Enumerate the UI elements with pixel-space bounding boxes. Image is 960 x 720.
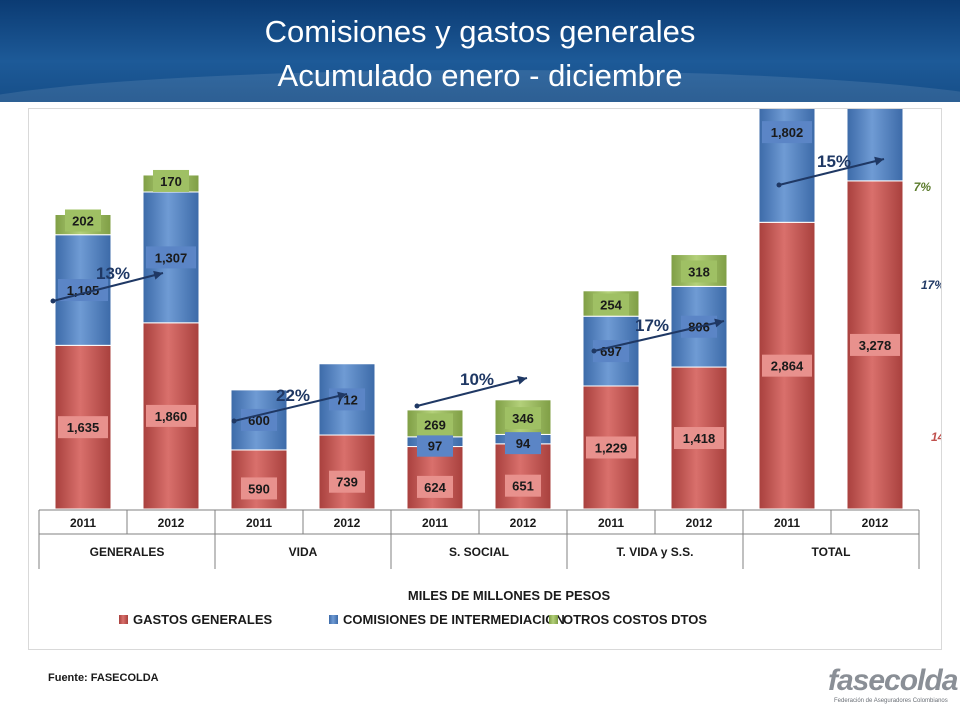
data-label-box: [505, 474, 541, 497]
data-label-box: [762, 354, 812, 377]
data-label-box: [505, 432, 541, 455]
data-label-box: [417, 434, 453, 457]
data-label-box: [681, 260, 717, 283]
data-label: 202: [72, 214, 94, 229]
data-label-box: [153, 169, 189, 192]
data-label-box: [146, 246, 196, 269]
group-tick-label: T. VIDA y S.S.: [617, 545, 694, 559]
legend-label: OTROS COSTOS DTOS: [563, 612, 707, 627]
year-tick-label: 2011: [246, 516, 272, 530]
data-label-box: [65, 209, 101, 232]
fasecolda-logo: fasecolda Federación de Aseguradores Col…: [828, 664, 958, 710]
data-label: 318: [688, 264, 710, 279]
year-tick-label: 2012: [686, 516, 713, 530]
growth-arrow: [52, 272, 164, 302]
growth-arrowhead: [337, 391, 347, 401]
data-label-box: [762, 121, 812, 144]
year-tick-label: 2011: [774, 516, 800, 530]
growth-arrow-start: [414, 403, 420, 409]
series-growth-gastos: 14%: [931, 430, 941, 444]
year-tick-label: 2011: [422, 516, 448, 530]
data-label: 1,418: [683, 431, 716, 446]
growth-label: 22%: [276, 386, 310, 405]
data-label: 1,105: [67, 283, 100, 298]
data-label: 2,864: [771, 359, 804, 374]
source-note: Fuente: FASECOLDA: [48, 672, 159, 684]
legend-swatch: [119, 615, 128, 624]
growth-arrow-start: [591, 348, 597, 354]
bar-comisiones: [846, 109, 904, 182]
data-label-box: [329, 470, 365, 493]
growth-arrow-start: [50, 298, 56, 304]
year-tick-label: 2012: [158, 516, 185, 530]
header-band: Comisiones y gastos generales Acumulado …: [0, 0, 960, 102]
growth-arrow: [233, 393, 348, 422]
series-growth-otros: 7%: [914, 180, 932, 194]
page-subtitle: Acumulado enero - diciembre: [277, 58, 683, 93]
growth-label: 13%: [96, 264, 130, 283]
data-label: 346: [512, 411, 534, 426]
data-label-box: [505, 407, 541, 430]
data-label: 254: [600, 297, 622, 312]
year-tick-label: 2012: [862, 516, 889, 530]
data-label: 1,802: [771, 125, 804, 140]
growth-arrow: [593, 320, 725, 352]
growth-arrowhead: [153, 270, 163, 280]
data-label-box: [241, 408, 277, 431]
growth-arrow: [416, 377, 528, 407]
data-label-box: [850, 333, 900, 356]
data-label-box: [58, 416, 108, 439]
year-tick-label: 2011: [70, 516, 96, 530]
data-label-box: [674, 427, 724, 450]
year-tick-label: 2012: [510, 516, 537, 530]
data-label: 590: [248, 481, 270, 496]
series-growth-comisiones: 17%: [921, 278, 941, 292]
data-label: 94: [516, 436, 531, 451]
year-tick-label: 2011: [598, 516, 624, 530]
data-label: 651: [512, 479, 534, 494]
data-label-box: [241, 477, 277, 500]
growth-arrowhead: [874, 156, 884, 166]
legend-label: COMISIONES DE INTERMEDIACION: [343, 612, 565, 627]
page-title: Comisiones y gastos generales: [264, 14, 696, 49]
data-label: 739: [336, 475, 358, 490]
logo-wordmark: fasecolda: [828, 664, 958, 697]
growth-label: 15%: [817, 152, 851, 171]
legend-swatch: [549, 615, 558, 624]
stacked-bar-chart: 1,6351,1052021,8601,30717059060073971262…: [38, 109, 941, 627]
group-tick-label: S. SOCIAL: [449, 545, 509, 559]
logo-subtitle: Federación de Aseguradores Colombianos: [834, 698, 948, 704]
group-tick-label: VIDA: [289, 545, 318, 559]
group-tick-label: GENERALES: [90, 545, 165, 559]
chart-panel: 1,635 1,105 202 1,860 1,307 170 590 600 739 712 62…: [28, 108, 942, 650]
data-label-box: [417, 475, 453, 498]
year-tick-label: 2012: [334, 516, 361, 530]
growth-arrowhead: [517, 375, 527, 385]
data-label: 624: [424, 480, 446, 495]
data-label: 1,635: [67, 420, 100, 435]
data-label: 97: [428, 439, 442, 454]
growth-arrow-start: [776, 182, 782, 188]
data-label: 1,229: [595, 440, 628, 455]
growth-label: 17%: [635, 316, 669, 335]
data-label-box: [586, 436, 636, 459]
group-tick-label: TOTAL: [812, 545, 851, 559]
legend-swatch: [329, 615, 338, 624]
growth-arrowhead: [714, 318, 724, 328]
data-label: 1,860: [155, 409, 188, 424]
x-axis-title: MILES DE MILLONES DE PESOS: [408, 588, 611, 603]
growth-label: 10%: [460, 370, 494, 389]
data-label-box: [146, 404, 196, 427]
data-label: 170: [160, 174, 182, 189]
data-label-box: [417, 413, 453, 436]
data-label-box: [593, 293, 629, 316]
data-label: 3,278: [859, 338, 892, 353]
growth-arrow-start: [231, 418, 237, 424]
data-label: 269: [424, 417, 446, 432]
data-label: 1,307: [155, 250, 188, 265]
legend-label: GASTOS GENERALES: [133, 612, 273, 627]
growth-arrow: [778, 158, 885, 186]
